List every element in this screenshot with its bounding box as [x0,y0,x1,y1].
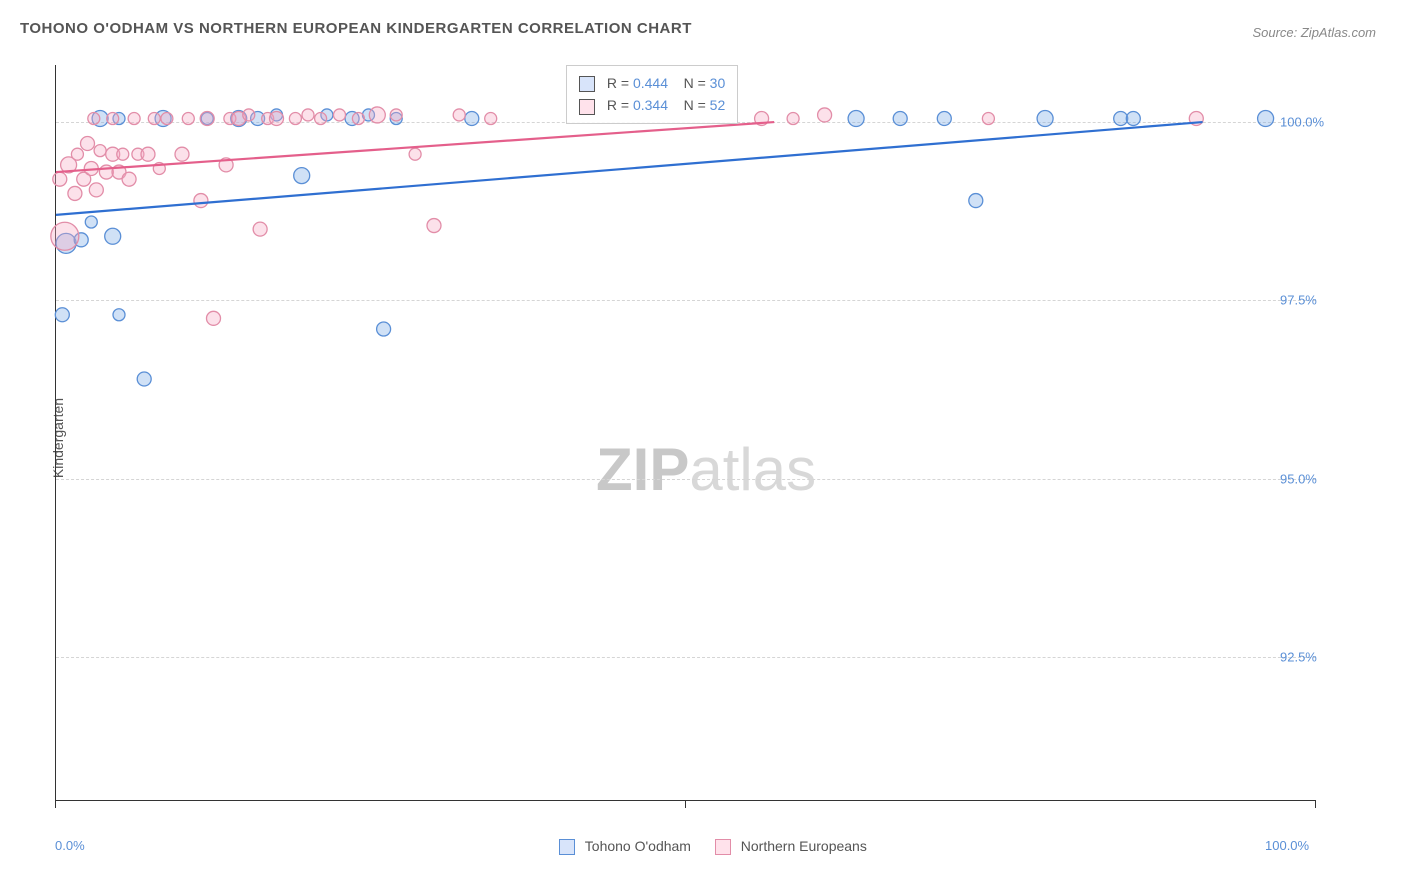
scatter-point-northern [243,109,255,121]
scatter-point-northern [289,113,301,125]
scatter-plot-svg [56,65,1316,800]
stats-row-northern: R = 0.344 N = 52 [579,94,725,116]
r-label: R = [607,75,629,91]
r-value-northern: 0.344 [633,97,668,113]
scatter-point-northern [427,219,441,233]
scatter-point-tohono [1258,111,1274,127]
scatter-point-northern [390,109,402,121]
chart-title: TOHONO O'ODHAM VS NORTHERN EUROPEAN KIND… [20,20,692,37]
scatter-point-tohono [937,112,951,126]
n-value-northern: 52 [710,97,726,113]
scatter-point-tohono [1114,112,1128,126]
scatter-point-northern [315,113,327,125]
n-label: N = [684,97,706,113]
scatter-point-northern [270,112,284,126]
scatter-point-northern [161,113,173,125]
plot-area: ZIPatlas R = 0.444 N = 30 R = 0.344 N = … [55,65,1316,801]
scatter-point-northern [68,186,82,200]
scatter-point-northern [107,113,119,125]
scatter-point-northern [88,113,100,125]
legend-label-tohono: Tohono O'odham [585,838,691,854]
scatter-point-northern [81,136,95,150]
scatter-point-tohono [1037,111,1053,127]
scatter-point-northern [117,148,129,160]
scatter-point-tohono [85,216,97,228]
scatter-point-northern [200,112,214,126]
swatch-blue-icon [579,76,595,92]
stats-row-tohono: R = 0.444 N = 30 [579,72,725,94]
scatter-point-northern [453,109,465,121]
scatter-point-northern [302,109,314,121]
scatter-point-tohono [1126,112,1140,126]
legend-swatch-blue-icon [559,839,575,855]
scatter-point-northern [148,113,160,125]
scatter-point-northern [787,113,799,125]
scatter-point-northern [53,172,67,186]
y-tick-label: 95.0% [1280,471,1317,486]
scatter-point-tohono [113,309,125,321]
scatter-point-tohono [55,308,69,322]
scatter-point-northern [141,147,155,161]
scatter-point-northern [71,148,83,160]
correlation-stats-box: R = 0.444 N = 30 R = 0.344 N = 52 [566,65,738,124]
legend-label-northern: Northern Europeans [741,838,867,854]
scatter-point-tohono [969,194,983,208]
scatter-point-northern [409,148,421,160]
x-tick [1315,800,1316,808]
scatter-point-northern [253,222,267,236]
scatter-point-northern [182,113,194,125]
scatter-point-northern [128,113,140,125]
x-tick [685,800,686,808]
r-label: R = [607,97,629,113]
scatter-point-tohono [377,322,391,336]
scatter-point-tohono [105,228,121,244]
scatter-point-northern [89,183,103,197]
scatter-point-northern [194,194,208,208]
scatter-point-tohono [137,372,151,386]
scatter-point-northern [982,113,994,125]
scatter-point-northern [334,109,346,121]
scatter-point-tohono [848,111,864,127]
y-tick-label: 100.0% [1280,115,1324,130]
scatter-point-tohono [893,112,907,126]
x-tick [55,800,56,808]
n-value-tohono: 30 [710,75,726,91]
scatter-point-tohono [294,168,310,184]
n-label: N = [684,75,706,91]
y-tick-label: 97.5% [1280,293,1317,308]
legend-swatch-pink-icon [715,839,731,855]
legend-bottom: Tohono O'odham Northern Europeans [0,838,1406,855]
scatter-point-northern [485,113,497,125]
swatch-pink-icon [579,99,595,115]
scatter-point-northern [51,222,79,250]
scatter-point-tohono [465,112,479,126]
source-label: Source: ZipAtlas.com [1252,25,1376,40]
y-tick-label: 92.5% [1280,650,1317,665]
scatter-point-northern [818,108,832,122]
scatter-point-northern [175,147,189,161]
scatter-point-northern [122,172,136,186]
scatter-point-northern [352,113,364,125]
r-value-tohono: 0.444 [633,75,668,91]
scatter-point-northern [369,107,385,123]
scatter-point-northern [94,145,106,157]
scatter-point-northern [207,311,221,325]
